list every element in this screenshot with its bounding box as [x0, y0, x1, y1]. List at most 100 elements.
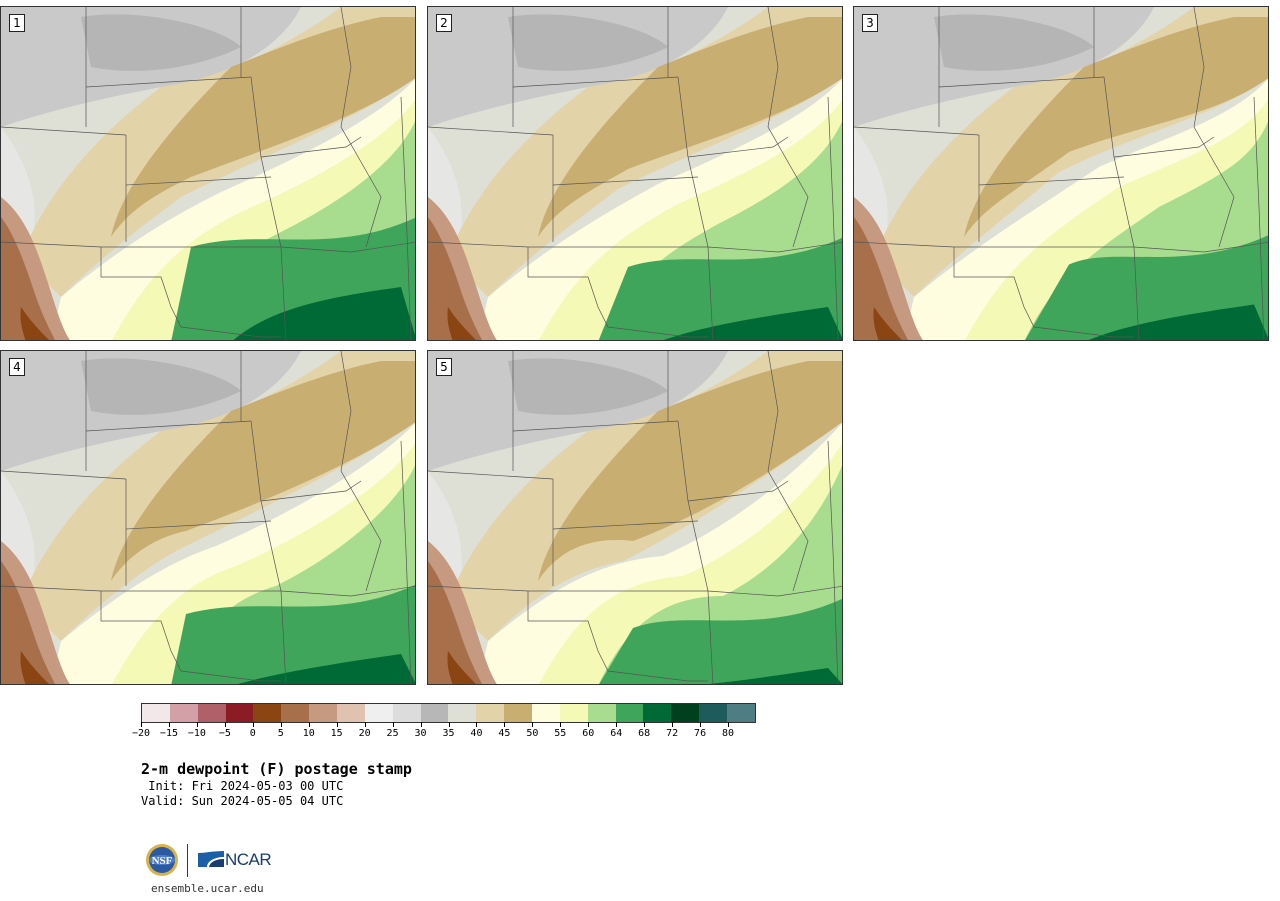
colorbar-tick — [672, 722, 674, 727]
state-border — [428, 126, 554, 136]
green-dewpoint-zone — [171, 584, 415, 684]
state-border — [85, 420, 252, 432]
colorbar-tick — [616, 722, 618, 727]
state-border — [854, 241, 955, 248]
colorbar-segment — [727, 704, 755, 722]
colorbar-tick-label: 35 — [442, 728, 455, 739]
valid-time: Valid: Sun 2024-05-05 04 UTC — [141, 794, 344, 808]
colorbar-segment — [476, 704, 505, 722]
state-border — [687, 480, 789, 502]
state-border — [101, 241, 415, 253]
map-panel-5: 5 — [427, 350, 843, 685]
state-border — [1, 241, 102, 248]
state-border — [400, 96, 412, 340]
state-border — [1193, 7, 1205, 128]
colorbar-tick — [336, 722, 338, 727]
dark-gray-zone — [508, 358, 668, 415]
colorbar-tick-label: 40 — [470, 728, 483, 739]
dark-green-dewpoint-zone — [709, 668, 842, 684]
dewpoint-map — [428, 7, 842, 340]
colorbar-ticks: −20 −15 −10 −5 0 5 10 15 20 25 30 35 40 45 50 55 60 64 68 7… — [132, 722, 756, 742]
logos: NSF NCAR — [145, 843, 275, 879]
colorbar-tick-label: 72 — [666, 728, 679, 739]
colorbar-segment — [392, 704, 421, 722]
panel-number: 1 — [9, 14, 25, 32]
colorbar-segment — [671, 704, 700, 722]
map-title: 2-m dewpoint (F) postage stamp — [141, 760, 412, 778]
colorbar-segment — [281, 704, 310, 722]
dark-green-dewpoint-zone — [663, 307, 842, 340]
map-panel-1: 1 — [0, 6, 416, 341]
state-border — [827, 440, 839, 684]
colorbar-tick — [644, 722, 646, 727]
logo-divider — [187, 844, 188, 877]
dark-gray-zone — [934, 14, 1094, 71]
colorbar-segment — [420, 704, 449, 722]
colorbar-tick — [476, 722, 478, 727]
state-border — [767, 351, 779, 472]
state-border — [1, 585, 102, 592]
colorbar-segment — [197, 704, 226, 722]
dark-brown-dewpoint-zone — [1, 561, 55, 684]
state-border — [1113, 136, 1215, 158]
state-border — [428, 585, 529, 592]
dark-brown-dewpoint-zone — [1, 217, 55, 340]
state-border — [1, 470, 127, 480]
colorbar-segment — [225, 704, 254, 722]
state-border — [428, 241, 529, 248]
colorbar-segment — [587, 704, 616, 722]
colorbar-tick-label: 68 — [638, 728, 651, 739]
state-border — [512, 76, 679, 88]
colorbar-tick-label: 25 — [386, 728, 399, 739]
state-border — [100, 591, 281, 682]
state-border — [953, 247, 1134, 338]
colorbar-tick — [448, 722, 450, 727]
colorbar-segment — [364, 704, 393, 722]
state-border — [85, 76, 252, 88]
colorbar-tick — [224, 722, 226, 727]
state-border — [260, 480, 362, 502]
colorbar-tick — [392, 722, 394, 727]
colorbar-tick — [532, 722, 534, 727]
khaki-dewpoint-zone — [538, 361, 842, 581]
colorbar-tick — [308, 722, 310, 727]
dark-green-dewpoint-zone — [233, 287, 415, 340]
state-border — [512, 420, 679, 432]
colorbar-tick-label: −10 — [187, 728, 206, 739]
state-border — [340, 7, 352, 128]
colorbar-segment — [337, 704, 365, 722]
panel-number: 2 — [436, 14, 452, 32]
dark-gray-zone — [81, 358, 241, 415]
colorbar-tick-label: 15 — [330, 728, 343, 739]
colorbar-segment — [559, 704, 588, 722]
colorbar-segment — [253, 704, 282, 722]
state-border — [767, 126, 809, 248]
colorbar-tick-label: 60 — [582, 728, 595, 739]
state-border — [528, 241, 842, 253]
colorbar-tick-label: 50 — [526, 728, 539, 739]
colorbar-segment — [309, 704, 338, 722]
state-border — [528, 585, 842, 597]
colorbar-tick — [252, 722, 254, 727]
panel-number: 3 — [862, 14, 878, 32]
state-border — [1193, 126, 1235, 248]
state-border — [428, 470, 554, 480]
state-border — [954, 241, 1268, 253]
khaki-dewpoint-zone — [111, 17, 415, 237]
colorbar-segment — [643, 704, 672, 722]
state-border — [938, 76, 1105, 88]
dewpoint-map — [1, 7, 415, 340]
state-border — [552, 520, 699, 530]
khaki-dewpoint-zone — [111, 361, 415, 581]
map-panel-3: 3 — [853, 6, 1269, 341]
colorbar-segment — [532, 704, 560, 722]
rust-dewpoint-zone — [20, 651, 50, 684]
panel-number: 5 — [436, 358, 452, 376]
colorbar-tick-label: 20 — [358, 728, 371, 739]
dark-brown-dewpoint-zone — [854, 217, 908, 340]
ncar-icon — [197, 849, 225, 869]
state-border — [978, 176, 1125, 186]
colorbar-tick — [168, 722, 170, 727]
state-border — [687, 136, 789, 158]
footer-url: ensemble.ucar.edu — [151, 882, 264, 895]
